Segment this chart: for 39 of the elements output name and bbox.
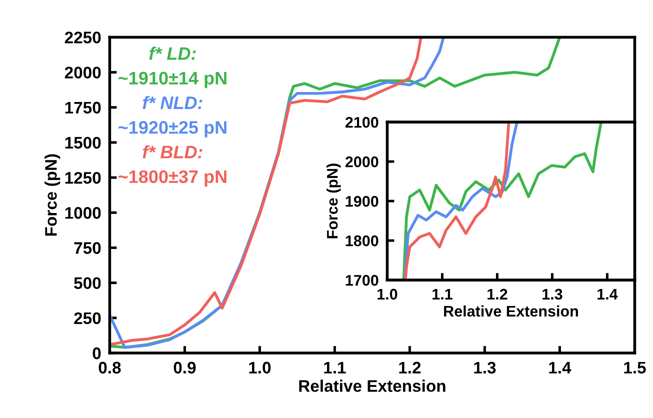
- y-axis-title: Force (pN): [326, 164, 341, 238]
- annotation: ~1910±14 pN: [118, 72, 226, 88]
- annotation: ~1920±25 pN: [118, 121, 226, 138]
- x-tick-label: 1.4: [549, 362, 572, 374]
- x-axis-title: Relative Extension: [444, 305, 578, 317]
- x-axis-title: Relative Extension: [299, 380, 446, 392]
- y-tick-label: 2250: [64, 32, 101, 44]
- y-tick-label: 2000: [64, 66, 101, 78]
- x-tick-label: 0.9: [174, 362, 196, 374]
- annotation: f* LD:: [149, 46, 196, 60]
- y-tick-label: 750: [74, 242, 101, 254]
- x-tick-label: 1.1: [432, 288, 452, 300]
- x-tick-label: 1.3: [542, 288, 562, 300]
- y-tick-label: 1700: [346, 274, 378, 286]
- y-tick-label: 0: [92, 347, 101, 360]
- x-tick-label: 1.4: [598, 288, 618, 300]
- y-tick-label: 1500: [65, 136, 101, 149]
- x-tick-label: 0.8: [98, 362, 121, 374]
- y-tick-label: 250: [74, 312, 101, 324]
- y-tick-label: 1000: [65, 207, 101, 219]
- annotation: f* NLD:: [142, 96, 202, 110]
- x-tick-label: 1.2: [488, 288, 508, 300]
- x-tick-label: 1.2: [399, 362, 421, 374]
- annotation: ~1800±37 pN: [118, 170, 226, 187]
- y-tick-label: 2100: [345, 116, 378, 128]
- y-tick-label: 500: [74, 277, 101, 290]
- x-tick-label: 1.5: [624, 362, 646, 374]
- x-tick-label: 1.0: [249, 362, 271, 374]
- line-series: [402, 122, 603, 280]
- x-tick-label: 1.3: [474, 362, 496, 374]
- y-tick-label: 1800: [346, 235, 378, 246]
- annotation: f* BLD:: [142, 145, 202, 158]
- x-tick-label: 1.1: [324, 362, 346, 374]
- y-axis-title: Force (pN): [44, 154, 60, 236]
- y-tick-label: 2000: [345, 156, 378, 168]
- x-tick-label: 1.0: [378, 288, 398, 300]
- y-tick-label: 1750: [65, 102, 101, 114]
- y-tick-label: 1250: [65, 172, 101, 184]
- y-tick-label: 1900: [346, 196, 378, 207]
